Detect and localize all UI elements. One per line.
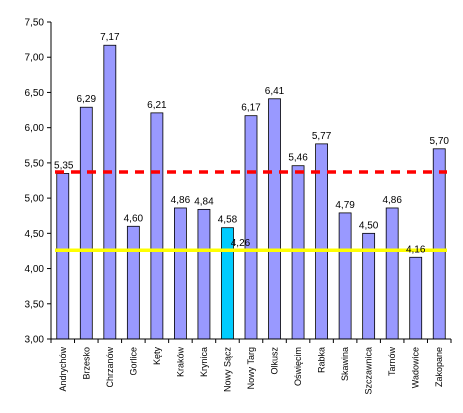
y-tick-label: 6,00 (25, 123, 45, 134)
data-label: 4,79 (335, 200, 355, 211)
category-label: Skawina (340, 347, 350, 381)
category-label: Kęty (152, 347, 162, 366)
data-label: 5,35 (54, 160, 74, 171)
category-label: Krynica (199, 347, 209, 377)
category-label: Olkusz (270, 347, 280, 375)
category-label: Tarnów (387, 347, 397, 377)
y-tick-label: 4,00 (25, 264, 45, 275)
y-tick-label: 7,00 (25, 53, 45, 64)
bar (409, 256, 423, 340)
data-label: 6,41 (265, 86, 285, 97)
data-label: 6,17 (241, 103, 261, 114)
bar (103, 44, 117, 340)
data-label: 4,16 (406, 244, 426, 255)
bar (291, 165, 305, 340)
data-labels: 5,356,297,174,606,214,86 4,844,586,176,41… (54, 32, 449, 255)
x-axis: Andrychów Brzesko Chrzanów Gorlice Kęty Krakó… (50, 338, 452, 395)
category-label: Kraków (175, 347, 185, 378)
category-label: Gorlice (128, 347, 138, 376)
data-label: 7,17 (100, 32, 120, 43)
bar (174, 207, 187, 340)
bar (385, 207, 399, 340)
data-label: 4,86 (382, 195, 402, 206)
data-label: 4,84 (194, 196, 214, 207)
data-label: 5,70 (430, 136, 450, 147)
category-label: Wadowice (411, 347, 421, 388)
data-label: 4,50 (359, 220, 379, 231)
y-tick-label: 6,50 (25, 88, 45, 99)
y-axis: 3,00 3,50 4,00 4,50 5,00 5,50 6,00 6,50 7,00 7,50 (25, 18, 52, 346)
bar (56, 173, 70, 340)
y-tick-label: 5,00 (25, 194, 45, 205)
bar (268, 98, 281, 340)
category-label: Nowy Sącz (222, 347, 232, 393)
data-label: 5,77 (312, 131, 332, 142)
category-label: Andrychów (58, 347, 68, 392)
data-label: 4,60 (124, 213, 144, 224)
category-label: Zakopane (434, 347, 444, 387)
data-label: 4,86 (171, 195, 191, 206)
data-label: 6,21 (147, 100, 167, 111)
category-label: Oświęcim (293, 347, 303, 386)
reference-line-label: 4,26 (231, 238, 251, 249)
bar (244, 115, 258, 340)
bar (432, 148, 446, 340)
bar (150, 112, 164, 340)
y-tick-label: 7,50 (25, 18, 45, 29)
data-label: 6,29 (77, 94, 97, 105)
data-label: 4,58 (218, 215, 238, 226)
bar (338, 212, 352, 340)
y-tick-label: 3,50 (25, 299, 45, 310)
data-label: 5,46 (288, 153, 308, 164)
category-label: Rabka (317, 347, 327, 373)
y-tick-label: 4,50 (25, 229, 45, 240)
bar (197, 208, 211, 340)
category-label: Brzesko (81, 347, 91, 380)
bars (56, 44, 446, 340)
category-label: Szczawnica (364, 347, 374, 395)
category-label: Chrzanów (105, 347, 115, 388)
reference-lines (55, 170, 447, 252)
bar (79, 106, 93, 340)
bar (126, 225, 140, 340)
y-tick-label: 3,00 (25, 335, 45, 346)
category-label: Nowy Targ (246, 347, 256, 389)
y-tick-label: 5,50 (25, 158, 45, 169)
